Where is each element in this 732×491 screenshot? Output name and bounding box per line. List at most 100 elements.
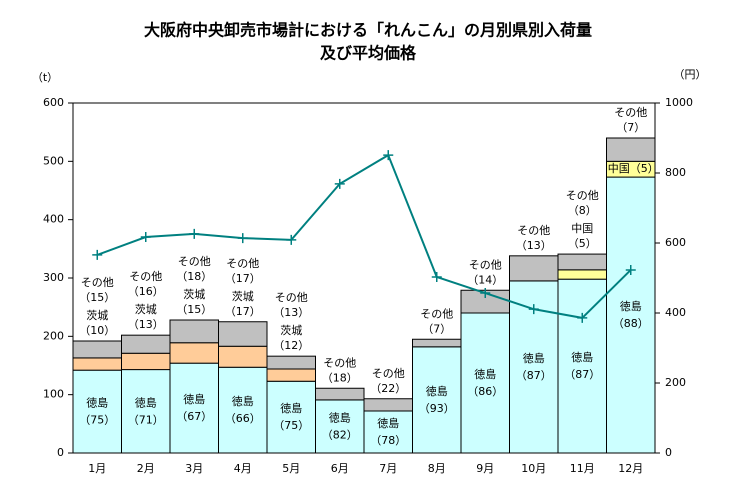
price-marker bbox=[528, 304, 539, 315]
bar-segment bbox=[412, 346, 462, 454]
y2-tick-label: 200 bbox=[665, 376, 686, 389]
price-marker bbox=[625, 264, 636, 275]
share-label: （66） bbox=[225, 412, 261, 425]
share-label: （14） bbox=[467, 273, 503, 286]
series-label: 中国 bbox=[571, 222, 593, 235]
y-tick-label: 500 bbox=[43, 154, 64, 167]
bar-segment bbox=[72, 369, 122, 454]
x-tick-label: 5月 bbox=[282, 462, 300, 475]
bar-segment bbox=[460, 312, 510, 454]
share-label: （67） bbox=[176, 410, 212, 423]
series-label: 徳島 bbox=[474, 367, 496, 381]
share-label: （75） bbox=[79, 414, 115, 427]
share-label: （13） bbox=[273, 306, 309, 319]
series-label: 徳島 bbox=[377, 416, 399, 430]
y2-axis-label: （円） bbox=[674, 68, 707, 81]
share-label: （86） bbox=[467, 385, 503, 398]
series-label: 徳島 bbox=[183, 392, 205, 406]
bar-segment bbox=[169, 362, 219, 454]
series-label: その他 bbox=[178, 255, 211, 268]
bar-segment bbox=[557, 278, 607, 454]
series-label: その他 bbox=[226, 257, 259, 270]
x-tick-label: 12月 bbox=[618, 462, 643, 475]
bar-segment bbox=[509, 255, 559, 282]
bar-segment bbox=[606, 176, 656, 454]
bar-segment bbox=[266, 380, 316, 454]
bar-segment bbox=[315, 399, 365, 454]
share-label: （22） bbox=[370, 382, 406, 395]
price-marker bbox=[237, 233, 248, 244]
series-label: その他 bbox=[517, 224, 550, 237]
x-tick-label: 6月 bbox=[331, 462, 349, 475]
price-marker bbox=[431, 271, 442, 282]
y-tick-label: 100 bbox=[43, 388, 64, 401]
share-label: （10） bbox=[79, 324, 115, 337]
series-label: 徳島 bbox=[426, 384, 448, 398]
share-label: （18） bbox=[176, 270, 212, 283]
share-label: （5） bbox=[630, 162, 659, 175]
price-marker bbox=[140, 232, 151, 243]
bar-segment bbox=[169, 319, 219, 344]
series-label: 茨城 bbox=[135, 302, 157, 316]
share-label: （13） bbox=[516, 239, 552, 252]
share-label: （71） bbox=[128, 413, 164, 426]
share-label: （7） bbox=[422, 322, 451, 335]
bar-segment bbox=[121, 352, 171, 371]
series-label: 徳島 bbox=[329, 410, 351, 424]
y2-tick-label: 800 bbox=[665, 166, 686, 179]
series-label: その他 bbox=[323, 356, 356, 369]
share-label: （82） bbox=[322, 428, 358, 441]
chart-title: 大阪府中央卸売市場計における「れんこん」の月別県別入荷量 bbox=[144, 21, 592, 40]
series-label: その他 bbox=[129, 270, 162, 283]
price-marker bbox=[334, 178, 345, 189]
series-label: その他 bbox=[81, 276, 114, 289]
bar-segment bbox=[121, 369, 171, 454]
series-label: 茨城 bbox=[280, 323, 302, 337]
series-label: 徳島 bbox=[232, 394, 254, 408]
series-label: 茨城 bbox=[183, 287, 205, 301]
share-label: （93） bbox=[419, 402, 455, 415]
price-line bbox=[96, 153, 632, 319]
x-tick-label: 11月 bbox=[570, 462, 595, 475]
series-label: その他 bbox=[420, 307, 453, 320]
share-label: （18） bbox=[322, 371, 358, 384]
share-label: （75） bbox=[273, 419, 309, 432]
share-label: （17） bbox=[225, 305, 261, 318]
share-label: （87） bbox=[516, 369, 552, 382]
series-label: その他 bbox=[275, 291, 308, 304]
share-label: （5） bbox=[568, 237, 597, 250]
y2-tick-label: 600 bbox=[665, 236, 686, 249]
share-label: （87） bbox=[564, 368, 600, 381]
bar-segment bbox=[218, 321, 268, 347]
share-label: （7） bbox=[616, 121, 645, 134]
y-tick-label: 300 bbox=[43, 271, 64, 284]
series-label: 徳島 bbox=[620, 299, 642, 313]
series-label: その他 bbox=[469, 258, 502, 271]
x-tick-label: 3月 bbox=[185, 462, 203, 475]
bar-segment bbox=[315, 387, 365, 401]
bar-segment bbox=[121, 334, 171, 354]
share-label: （8） bbox=[568, 204, 597, 217]
y2-tick-label: 400 bbox=[665, 306, 686, 319]
x-tick-label: 10月 bbox=[521, 462, 546, 475]
price-marker bbox=[92, 249, 103, 260]
bar-segment bbox=[266, 368, 316, 382]
series-label: 徳島 bbox=[571, 350, 593, 364]
share-label: （15） bbox=[176, 303, 212, 316]
bar-segment bbox=[363, 398, 413, 412]
series-label: 茨城 bbox=[232, 289, 254, 303]
price-marker bbox=[480, 288, 491, 299]
y-axis-label: （t） bbox=[32, 71, 58, 84]
x-tick-label: 1月 bbox=[88, 462, 106, 475]
share-label: （78） bbox=[370, 434, 406, 447]
y-tick-label: 600 bbox=[43, 96, 64, 109]
price-marker bbox=[577, 312, 588, 323]
series-label: その他 bbox=[372, 367, 405, 380]
share-label: （88） bbox=[613, 317, 649, 330]
bar-segment bbox=[169, 342, 219, 364]
price-marker bbox=[286, 234, 297, 245]
y2-tick-label: 0 bbox=[665, 446, 672, 459]
bar-segment bbox=[557, 253, 607, 271]
x-tick-label: 2月 bbox=[137, 462, 155, 475]
series-label: 徳島 bbox=[135, 395, 157, 409]
